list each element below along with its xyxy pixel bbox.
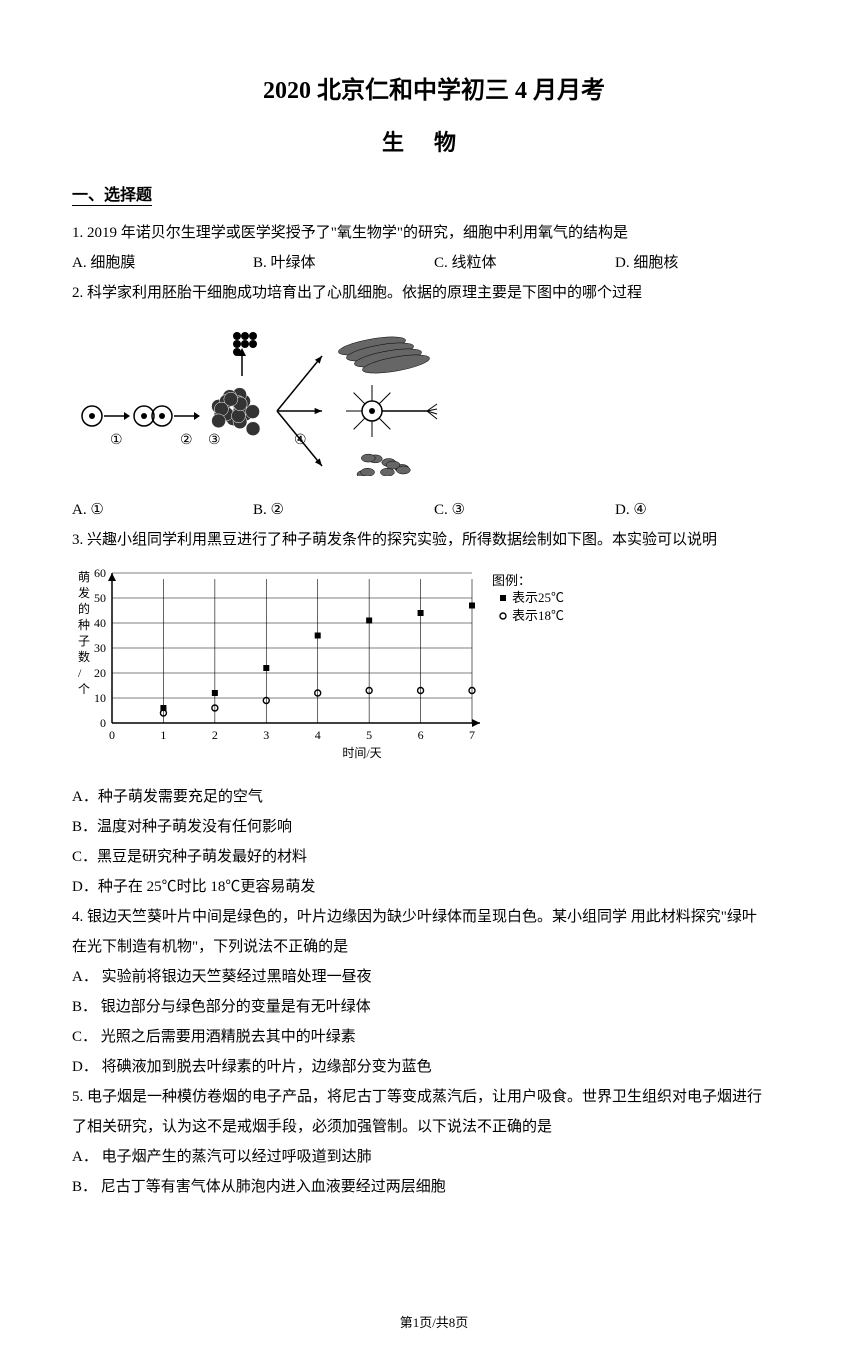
q3-opt-c: C．黑豆是研究种子萌发最好的材料 [72,842,796,872]
q1-opt-d: D. 细胞核 [615,248,796,278]
page-subtitle: 生物 [72,125,796,157]
svg-text:6: 6 [418,728,424,742]
q3-opt-b: B．温度对种子萌发没有任何影响 [72,812,796,842]
svg-text:0: 0 [109,728,115,742]
svg-text:数: 数 [78,649,90,664]
q1-text: 1. 2019 年诺贝尔生理学或医学奖授予了"氧生物学"的研究，细胞中利用氧气的… [72,218,796,248]
svg-text:30: 30 [94,641,106,655]
svg-text:②: ② [180,433,193,448]
q2-opt-a: A. ① [72,495,253,525]
page-footer: 第1页/共8页 [72,1312,796,1331]
q1-opt-b: B. 叶绿体 [253,248,434,278]
svg-text:0: 0 [100,716,106,730]
q2-opt-b: B. ② [253,495,434,525]
page-title: 2020 北京仁和中学初三 4 月月考 [72,70,796,105]
svg-text:的: 的 [78,601,90,616]
svg-text:表示25℃: 表示25℃ [512,590,564,605]
q1-opt-c: C. 线粒体 [434,248,615,278]
q3-opt-d: D．种子在 25℃时比 18℃更容易萌发 [72,872,796,902]
svg-text:子: 子 [78,634,90,648]
section-heading: 一、选择题 [72,181,152,206]
q4-opt-c: C． 光照之后需要用酒精脱去其中的叶绿素 [72,1022,796,1052]
svg-text:1: 1 [160,728,166,742]
q2-text: 2. 科学家利用胚胎干细胞成功培育出了心肌细胞。依据的原理主要是下图中的哪个过程 [72,278,796,308]
q2-figure: ① ②③ ④ [72,316,796,487]
q4-opt-b: B． 银边部分与绿色部分的变量是有无叶绿体 [72,992,796,1022]
q1-opt-a: A. 细胞膜 [72,248,253,278]
svg-text:4: 4 [315,728,321,742]
svg-text:/: / [78,666,82,680]
q5-opt-a: A． 电子烟产生的蒸汽可以经过呼吸道到达肺 [72,1142,796,1172]
svg-text:60: 60 [94,566,106,580]
svg-text:④: ④ [294,433,307,448]
svg-text:③: ③ [208,433,221,448]
q5-opt-b: B． 尼古丁等有害气体从肺泡内进入血液要经过两层细胞 [72,1172,796,1202]
svg-text:7: 7 [469,728,475,742]
q4-text2: 在光下制造有机物"，下列说法不正确的是 [72,932,796,962]
q2-opt-c: C. ③ [434,495,615,525]
svg-text:时间/天: 时间/天 [342,746,381,760]
q2-opt-d: D. ④ [615,495,796,525]
svg-text:①: ① [110,433,123,448]
q5-text1: 5. 电子烟是一种模仿卷烟的电子产品，将尼古丁等变成蒸汽后，让用户吸食。世界卫生… [72,1082,796,1112]
svg-text:图例：: 图例： [492,573,531,588]
svg-text:50: 50 [94,591,106,605]
q4-opt-a: A． 实验前将银边天竺葵经过黑暗处理一昼夜 [72,962,796,992]
svg-text:种: 种 [78,618,90,632]
q3-text: 3. 兴趣小组同学利用黑豆进行了种子萌发条件的探究实验，所得数据绘制如下图。本实… [72,525,796,555]
svg-text:发: 发 [78,585,90,600]
q3-opt-a: A．种子萌发需要充足的空气 [72,782,796,812]
svg-text:5: 5 [366,728,372,742]
svg-text:2: 2 [212,728,218,742]
q5-text2: 了相关研究，认为这不是戒烟手段，必须加强管制。以下说法不正确的是 [72,1112,796,1142]
svg-text:20: 20 [94,666,106,680]
q4-opt-d: D． 将碘液加到脱去叶绿素的叶片，边缘部分变为蓝色 [72,1052,796,1082]
svg-text:萌: 萌 [78,570,90,584]
svg-text:10: 10 [94,691,106,705]
q4-text1: 4. 银边天竺葵叶片中间是绿色的，叶片边缘因为缺少叶绿体而呈现白色。某小组同学 … [72,902,796,932]
q3-chart: 萌发的种子数 / 个 0 10 20 30 40 50 60 0 1 2 3 4 5 6 7 时间/天 图例： 表示25… [72,563,796,774]
svg-text:40: 40 [94,616,106,630]
svg-text:个: 个 [78,682,90,696]
svg-text:表示18℃: 表示18℃ [512,608,564,623]
svg-text:3: 3 [263,728,269,742]
